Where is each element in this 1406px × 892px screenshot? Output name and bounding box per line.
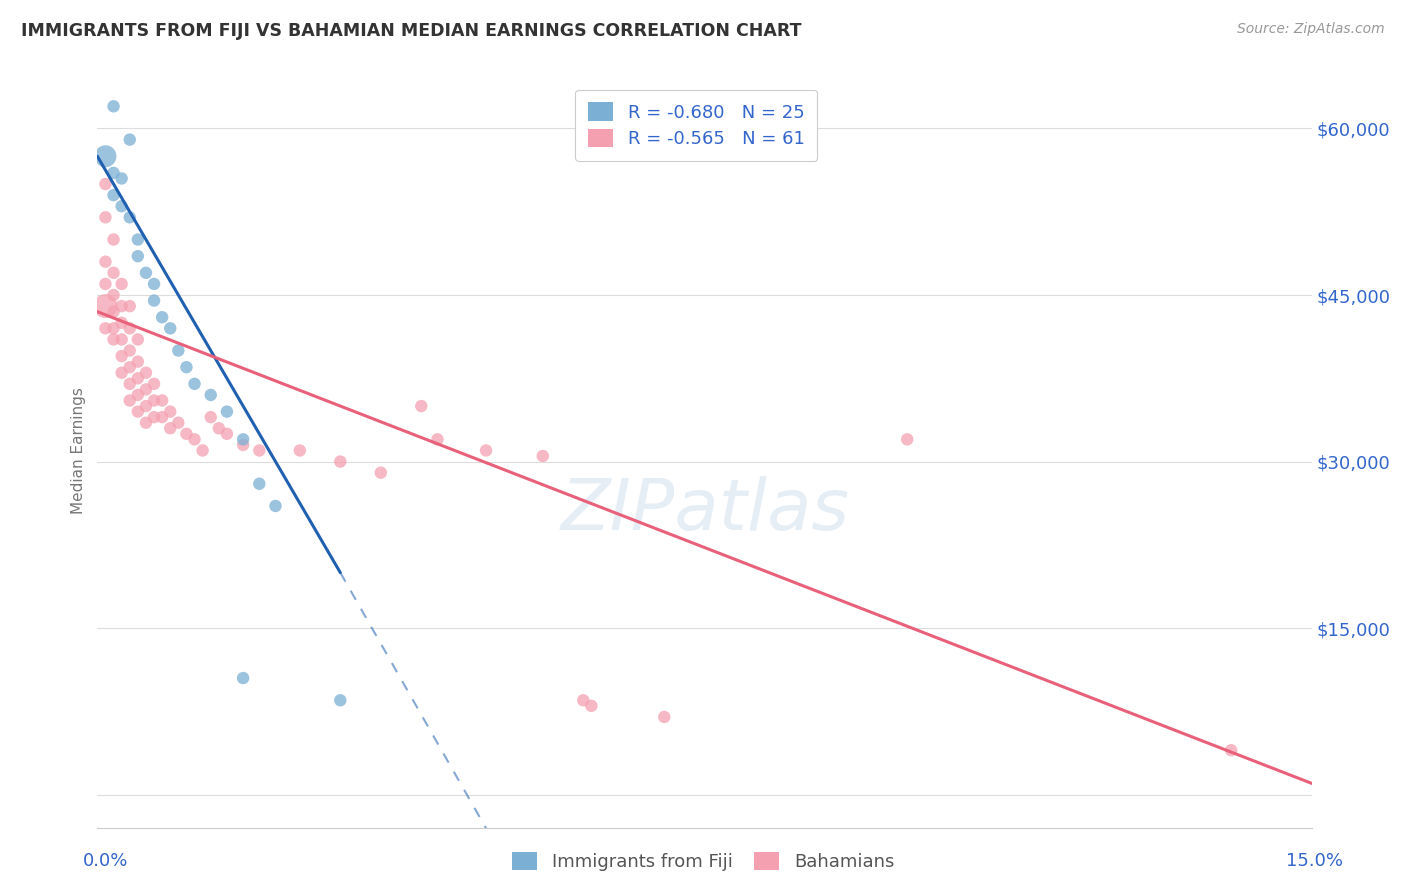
Point bbox=[127, 233, 149, 247]
Point bbox=[329, 454, 352, 468]
Point bbox=[94, 149, 117, 163]
Point bbox=[94, 254, 117, 268]
Point bbox=[127, 404, 149, 418]
Point bbox=[103, 188, 125, 202]
Point bbox=[183, 376, 205, 391]
Point bbox=[111, 333, 134, 347]
Point bbox=[167, 416, 190, 430]
Point bbox=[118, 299, 141, 313]
Point bbox=[103, 333, 125, 347]
Point bbox=[127, 371, 149, 385]
Point bbox=[531, 449, 554, 463]
Point bbox=[200, 388, 222, 402]
Point bbox=[288, 443, 311, 458]
Point bbox=[1220, 743, 1243, 757]
Point bbox=[103, 321, 125, 335]
Point bbox=[118, 132, 141, 146]
Point bbox=[232, 433, 254, 447]
Text: IMMIGRANTS FROM FIJI VS BAHAMIAN MEDIAN EARNINGS CORRELATION CHART: IMMIGRANTS FROM FIJI VS BAHAMIAN MEDIAN … bbox=[21, 22, 801, 40]
Point bbox=[118, 376, 141, 391]
Point bbox=[143, 393, 166, 408]
Point bbox=[581, 698, 603, 713]
Point bbox=[896, 433, 918, 447]
Point bbox=[150, 393, 173, 408]
Point bbox=[135, 266, 157, 280]
Point bbox=[329, 693, 352, 707]
Point bbox=[111, 171, 134, 186]
Legend: R = -0.680   N = 25, R = -0.565   N = 61: R = -0.680 N = 25, R = -0.565 N = 61 bbox=[575, 89, 817, 161]
Point bbox=[150, 410, 173, 425]
Point bbox=[103, 99, 125, 113]
Point bbox=[118, 211, 141, 225]
Point bbox=[167, 343, 190, 358]
Point bbox=[475, 443, 498, 458]
Point bbox=[572, 693, 595, 707]
Point bbox=[159, 421, 181, 435]
Point bbox=[264, 499, 287, 513]
Point bbox=[127, 354, 149, 368]
Point bbox=[103, 233, 125, 247]
Point bbox=[103, 266, 125, 280]
Point bbox=[191, 443, 214, 458]
Point bbox=[176, 426, 198, 441]
Point bbox=[426, 433, 449, 447]
Point bbox=[111, 366, 134, 380]
Point bbox=[94, 277, 117, 291]
Point bbox=[208, 421, 231, 435]
Point bbox=[118, 343, 141, 358]
Text: Source: ZipAtlas.com: Source: ZipAtlas.com bbox=[1237, 22, 1385, 37]
Point bbox=[232, 438, 254, 452]
Point bbox=[215, 404, 238, 418]
Point bbox=[247, 443, 270, 458]
Text: 0.0%: 0.0% bbox=[83, 852, 128, 870]
Point bbox=[111, 349, 134, 363]
Point bbox=[103, 304, 125, 318]
Point bbox=[215, 426, 238, 441]
Point bbox=[370, 466, 392, 480]
Point bbox=[118, 321, 141, 335]
Point bbox=[111, 199, 134, 213]
Point bbox=[94, 321, 117, 335]
Point bbox=[232, 671, 254, 685]
Point bbox=[127, 333, 149, 347]
Point bbox=[247, 476, 270, 491]
Point bbox=[159, 404, 181, 418]
Point bbox=[176, 360, 198, 375]
Point bbox=[135, 416, 157, 430]
Point bbox=[103, 166, 125, 180]
Point bbox=[135, 399, 157, 413]
Text: ZIPatlas: ZIPatlas bbox=[560, 476, 849, 545]
Point bbox=[200, 410, 222, 425]
Point bbox=[118, 393, 141, 408]
Point bbox=[127, 249, 149, 263]
Point bbox=[143, 293, 166, 308]
Y-axis label: Median Earnings: Median Earnings bbox=[72, 387, 86, 514]
Point bbox=[118, 360, 141, 375]
Legend: Immigrants from Fiji, Bahamians: Immigrants from Fiji, Bahamians bbox=[505, 846, 901, 879]
Point bbox=[183, 433, 205, 447]
Point bbox=[411, 399, 433, 413]
Point bbox=[111, 277, 134, 291]
Point bbox=[143, 376, 166, 391]
Point bbox=[143, 410, 166, 425]
Point bbox=[150, 310, 173, 325]
Point bbox=[135, 366, 157, 380]
Point bbox=[652, 710, 675, 724]
Point bbox=[103, 288, 125, 302]
Point bbox=[127, 388, 149, 402]
Point bbox=[159, 321, 181, 335]
Point bbox=[135, 383, 157, 397]
Point bbox=[143, 277, 166, 291]
Point bbox=[94, 177, 117, 191]
Point bbox=[111, 316, 134, 330]
Text: 15.0%: 15.0% bbox=[1286, 852, 1343, 870]
Point bbox=[111, 299, 134, 313]
Point bbox=[94, 299, 117, 313]
Point bbox=[94, 211, 117, 225]
